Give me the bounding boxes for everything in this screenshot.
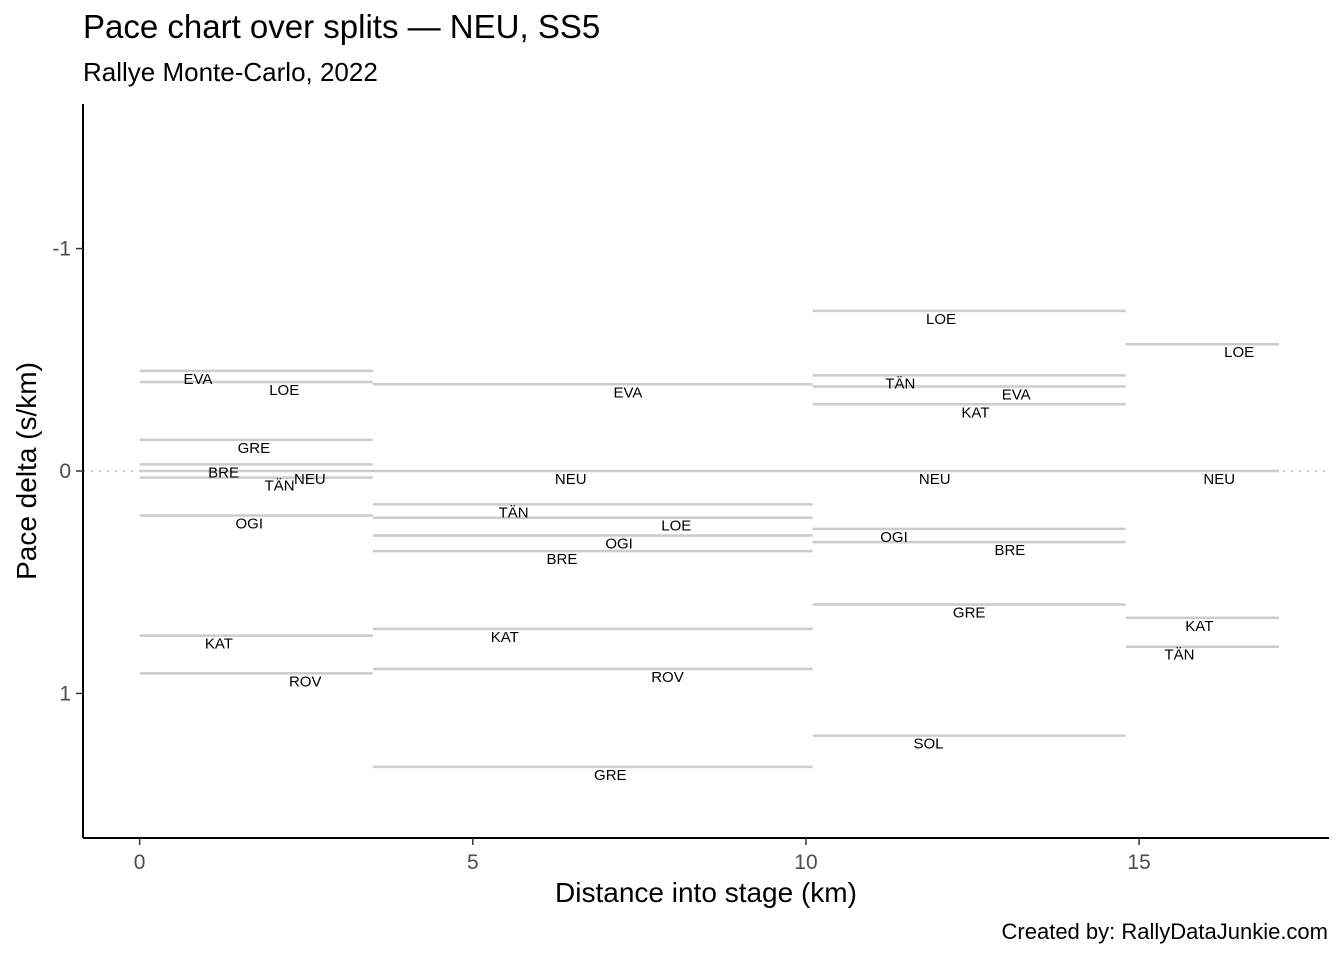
segment-label-neu: NEU xyxy=(294,471,326,488)
segment-label-ogi: OGI xyxy=(605,536,633,553)
x-axis-title: Distance into stage (km) xyxy=(555,877,857,908)
segment-label-loe: LOE xyxy=(661,518,691,535)
segment-label-eva: EVA xyxy=(1002,386,1031,403)
x-tick-label: 15 xyxy=(1127,851,1150,874)
x-tick-label: 5 xyxy=(467,851,479,874)
segment-label-tän: TÄN xyxy=(885,375,915,392)
x-tick-label: 0 xyxy=(134,851,146,874)
segment-label-sol: SOL xyxy=(913,736,943,753)
x-tick-label: 10 xyxy=(794,851,817,874)
segment-label-bre: BRE xyxy=(547,551,578,568)
segment-label-kat: KAT xyxy=(1185,618,1213,635)
y-tick-label: 1 xyxy=(59,682,71,705)
segment-label-rov: ROV xyxy=(651,669,684,686)
segment-label-neu: NEU xyxy=(1203,471,1235,488)
segment-label-bre: BRE xyxy=(208,464,239,481)
y-axis-title: Pace delta (s/km) xyxy=(11,362,42,580)
segment-label-loe: LOE xyxy=(1224,344,1254,361)
segment-label-eva: EVA xyxy=(613,384,642,401)
segment-label-neu: NEU xyxy=(919,471,951,488)
segments-layer xyxy=(139,309,1280,769)
segment-label-loe: LOE xyxy=(269,382,299,399)
segment-label-kat: KAT xyxy=(961,404,989,421)
segment-label-kat: KAT xyxy=(491,629,519,646)
segment-label-rov: ROV xyxy=(289,673,322,690)
segment-label-tän: TÄN xyxy=(1164,647,1194,664)
segment-label-tän: TÄN xyxy=(265,478,295,495)
segment-label-gre: GRE xyxy=(953,604,986,621)
segment-label-bre: BRE xyxy=(994,542,1025,559)
segment-label-tän: TÄN xyxy=(499,504,529,521)
chart-subtitle: Rallye Monte-Carlo, 2022 xyxy=(83,57,378,87)
y-tick-label: -1 xyxy=(52,238,71,261)
segment-label-gre: GRE xyxy=(238,440,271,457)
segment-label-kat: KAT xyxy=(205,636,233,653)
segment-label-neu: NEU xyxy=(555,471,587,488)
segment-label-ogi: OGI xyxy=(880,529,908,546)
segment-label-ogi: OGI xyxy=(235,515,263,532)
segment-label-gre: GRE xyxy=(594,767,627,784)
segment-label-loe: LOE xyxy=(926,311,956,328)
axes-layer: 0 5 10 15 -1 0 1 xyxy=(52,104,1329,874)
chart-title: Pace chart over splits — NEU, SS5 xyxy=(83,8,601,45)
segment-label-eva: EVA xyxy=(183,371,212,388)
chart-caption: Created by: RallyDataJunkie.com xyxy=(1001,919,1328,944)
y-tick-label: 0 xyxy=(59,460,71,483)
